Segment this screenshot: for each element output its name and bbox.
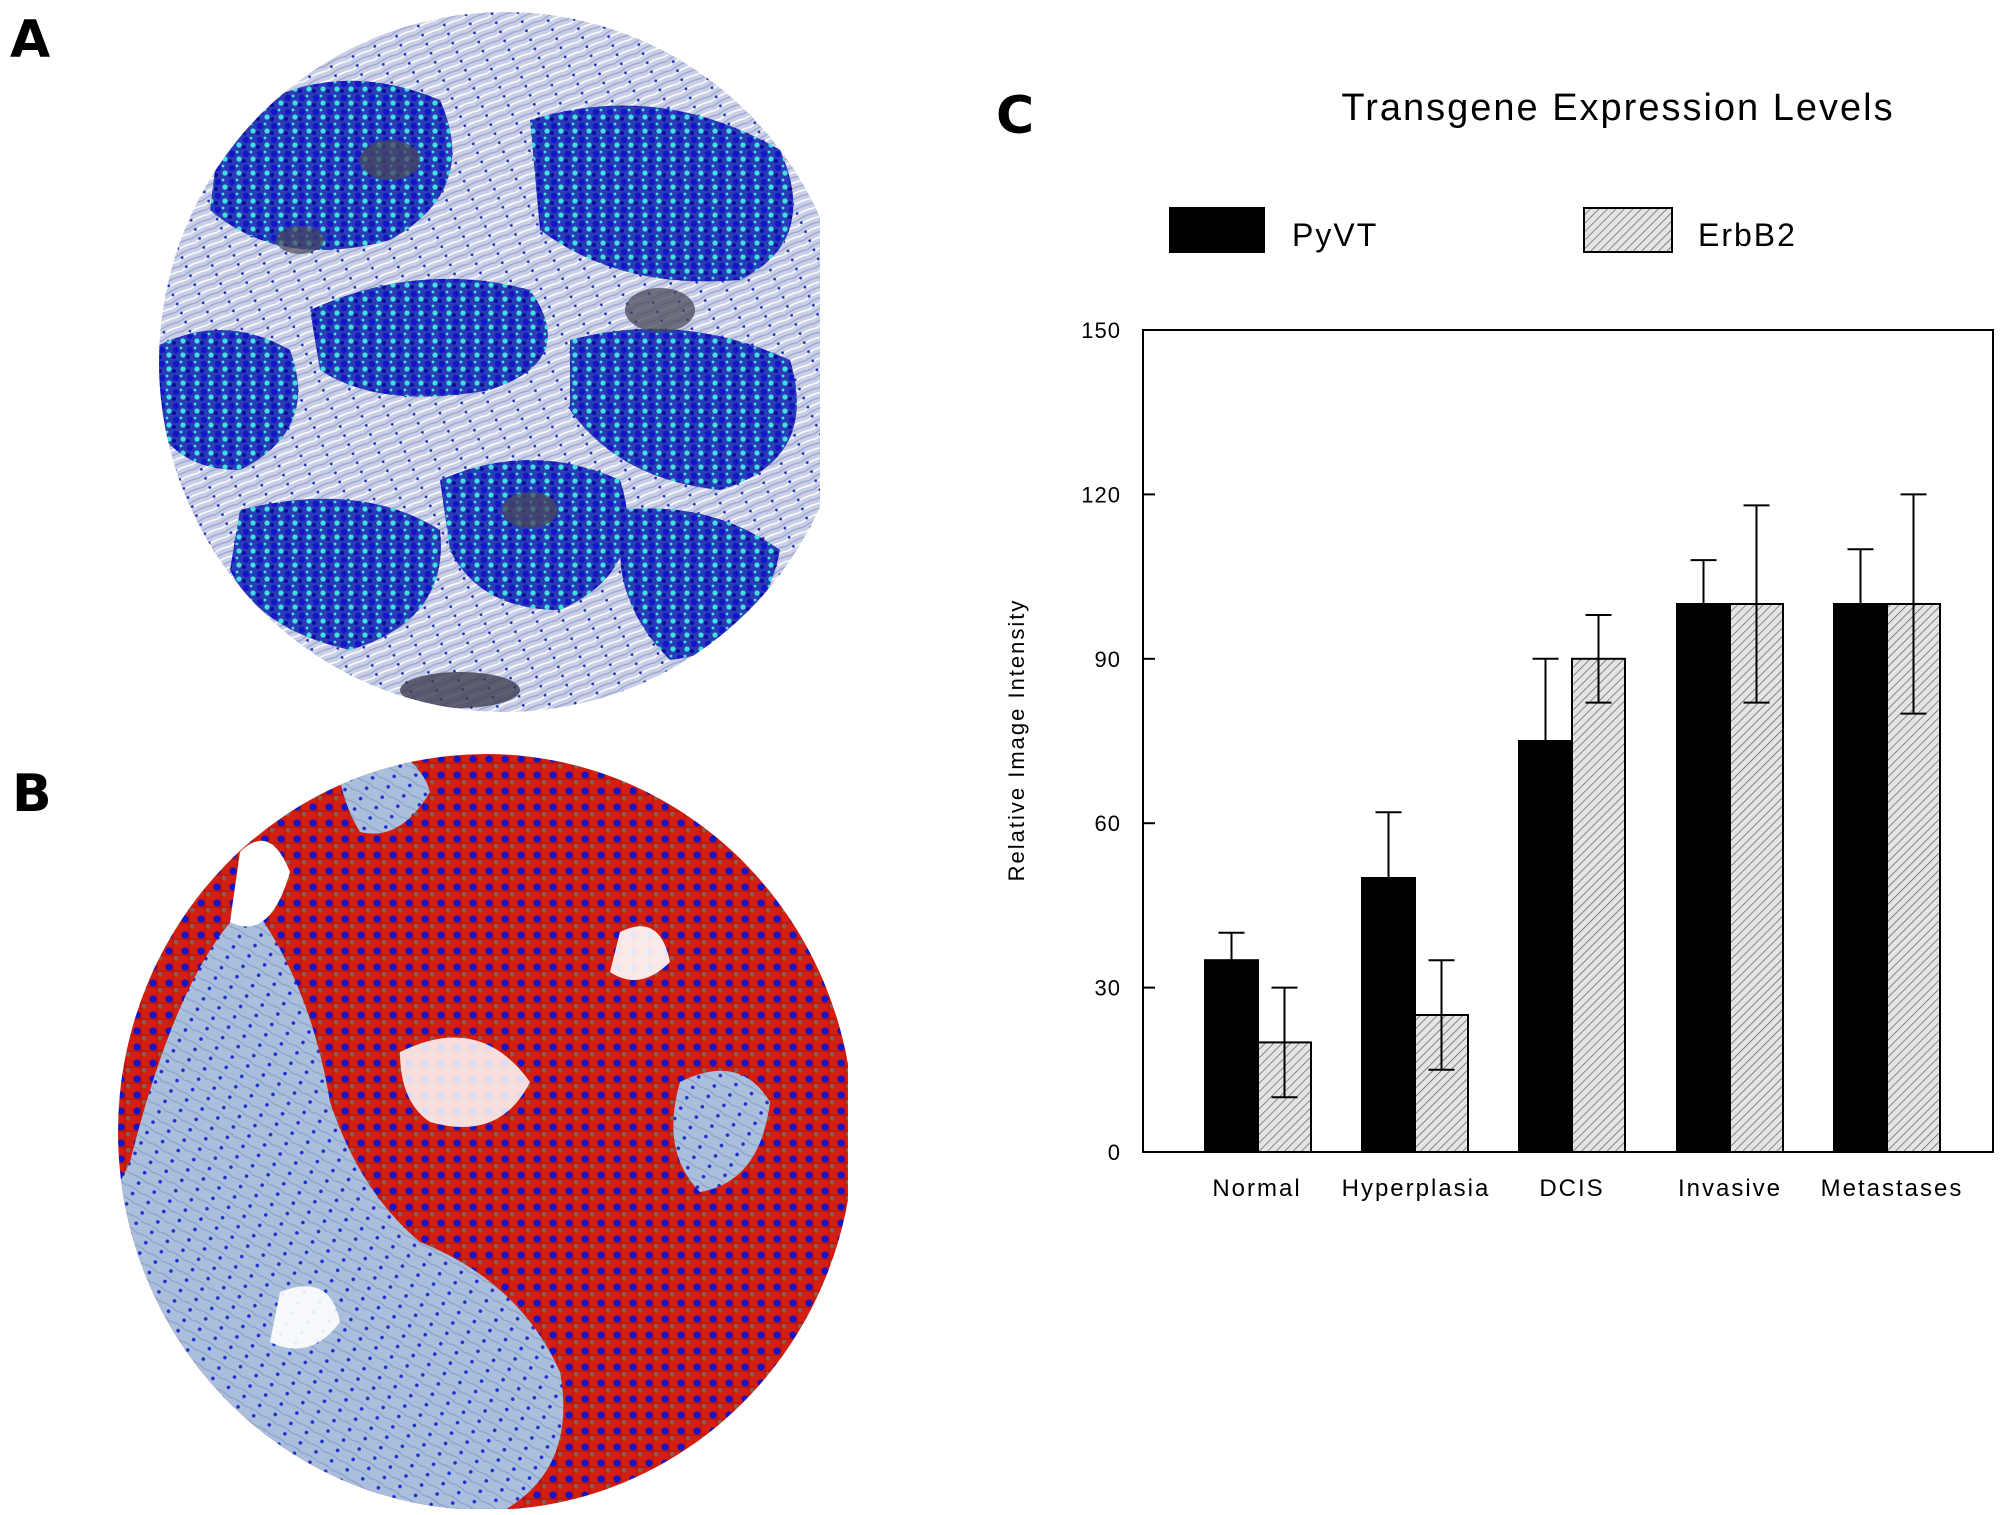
y-axis: 0 30 60 90 120 150	[1081, 318, 1155, 1165]
y-tick-label: 30	[1095, 976, 1121, 1001]
bar-erbb2-dcis	[1571, 657, 1626, 1153]
stroma-region	[673, 1070, 770, 1192]
y-tick-label: 0	[1108, 1140, 1121, 1165]
tumor-nest	[570, 328, 797, 490]
y-tick-label: 90	[1095, 647, 1121, 672]
legend-label-pyvt: PyVT	[1292, 217, 1378, 253]
tumor-nest	[310, 278, 548, 397]
tumor-nest	[230, 498, 441, 650]
legend-swatch-erbb2	[1583, 207, 1673, 253]
x-axis: Normal Hyperplasia DCIS Invasive Metastases	[1212, 1175, 1964, 1202]
bar-pyvt-dcis	[1518, 740, 1573, 1153]
x-tick-label: Hyperplasia	[1342, 1175, 1491, 1202]
y-axis-label: Relative Image Intensity	[1004, 599, 1029, 882]
panel-label-a: A	[10, 10, 51, 70]
micrograph-a	[159, 12, 820, 712]
micrograph-b	[118, 754, 848, 1509]
legend-swatch-pyvt	[1169, 207, 1265, 253]
legend-label-erbb2: ErbB2	[1698, 217, 1797, 253]
tumor-nest	[210, 80, 453, 250]
x-tick-label: Metastases	[1821, 1175, 1964, 1202]
bar-pyvt-invasive	[1676, 603, 1731, 1153]
stroma-region	[118, 902, 564, 1509]
y-tick-label: 60	[1095, 811, 1121, 836]
panel-label-b: B	[12, 764, 52, 824]
x-tick-label: DCIS	[1539, 1175, 1604, 1202]
y-tick-label: 120	[1081, 482, 1121, 507]
tumor-nest	[530, 105, 794, 282]
bar-series	[1204, 493, 1941, 1154]
x-tick-label: Invasive	[1678, 1175, 1782, 1202]
bar-pyvt-normal	[1204, 959, 1259, 1154]
bar-chart: Transgene Expression Levels PyVT ErbB2 R…	[1004, 87, 1994, 1202]
chart-title: Transgene Expression Levels	[1341, 87, 1894, 129]
panel-label-c: C	[996, 86, 1035, 146]
stroma-region	[337, 754, 430, 834]
x-tick-label: Normal	[1212, 1175, 1301, 1202]
tumor-nest	[440, 460, 628, 610]
bar-pyvt-hyperplasia	[1361, 877, 1416, 1153]
tumor-nest	[159, 330, 299, 470]
y-tick-label: 150	[1081, 318, 1121, 343]
bar-pyvt-metastases	[1833, 603, 1888, 1153]
